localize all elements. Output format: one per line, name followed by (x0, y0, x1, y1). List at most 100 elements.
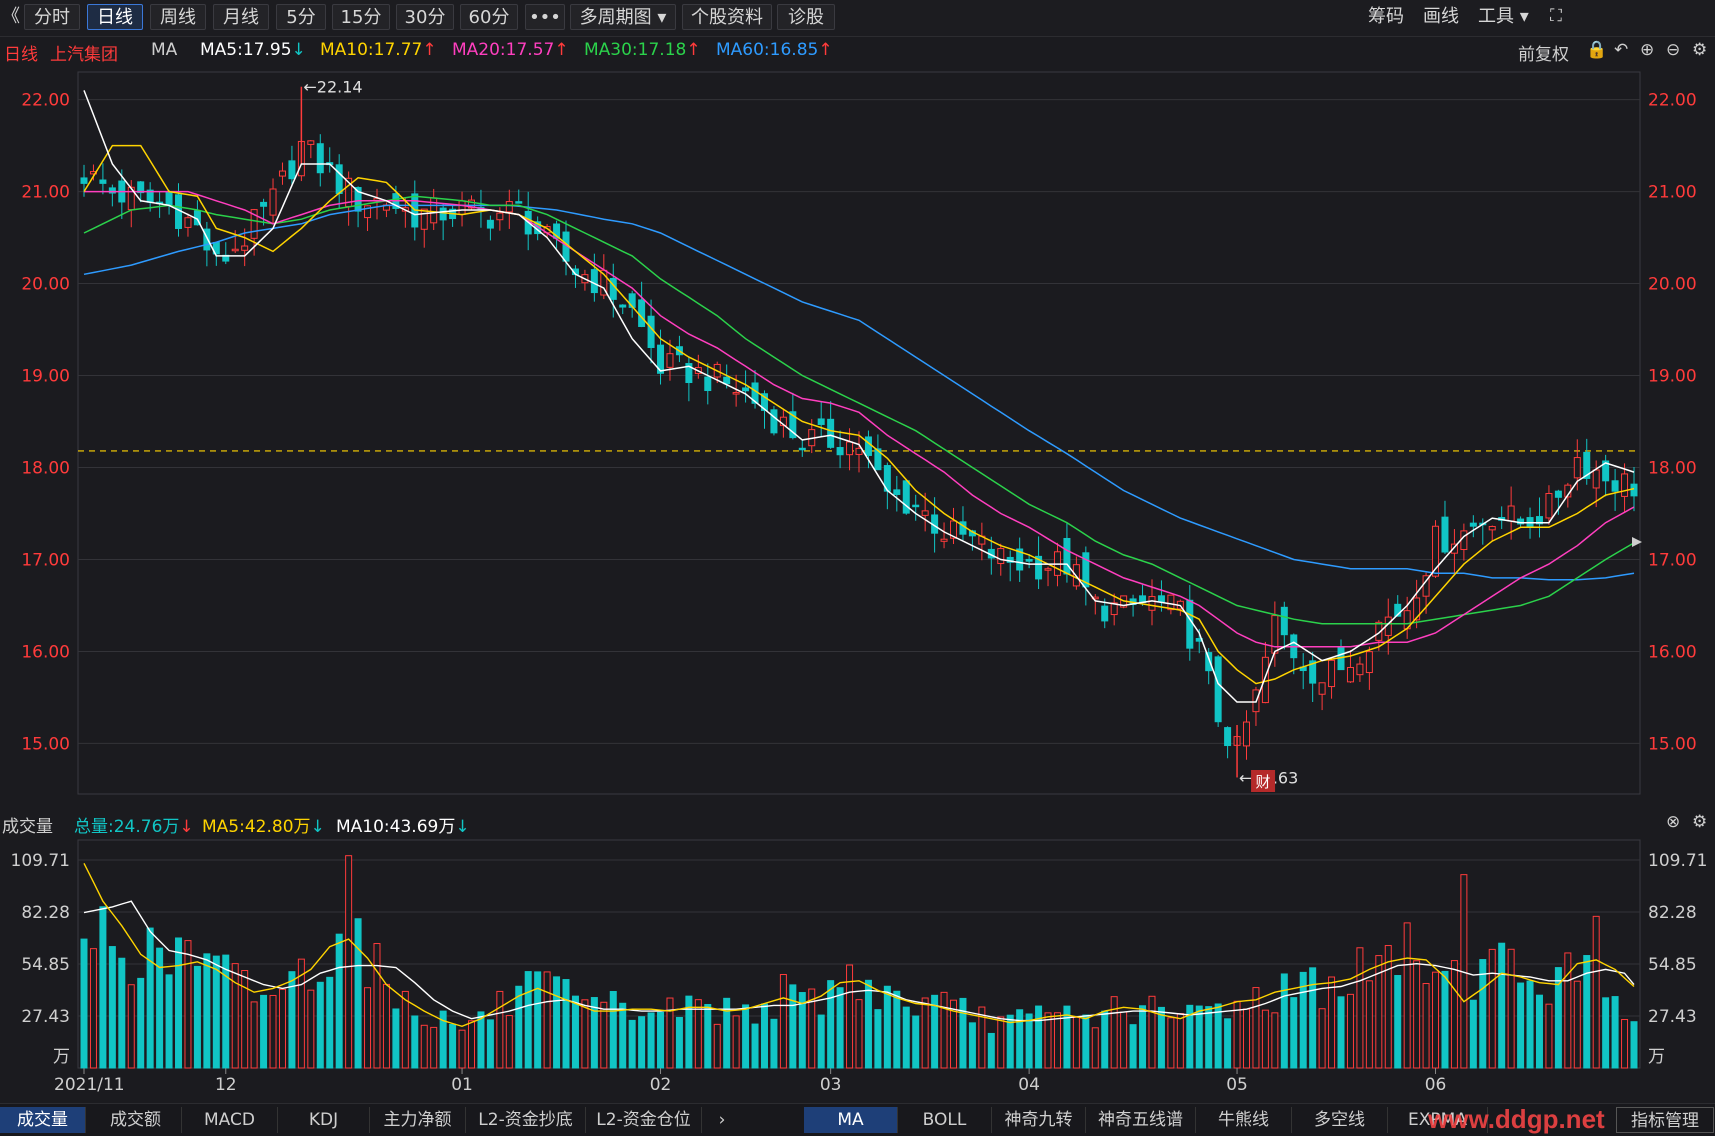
period-tab-15min[interactable]: 15分 (332, 4, 390, 30)
stock-profile-button[interactable]: 个股资料 (682, 4, 772, 30)
price-axis-label-right: 19.00 (1648, 367, 1697, 387)
candle-body (798, 447, 806, 451)
tab-nine-turn[interactable]: 神奇九转 (992, 1107, 1086, 1133)
candle-body (288, 160, 296, 180)
volume-bar (260, 994, 268, 1069)
candle-body (165, 191, 173, 206)
candle-body (1243, 721, 1250, 747)
volume-settings-gear-icon[interactable]: ⚙ (1692, 812, 1708, 832)
volume-bar (978, 1006, 986, 1069)
tools-dropdown[interactable]: 工具 ▾ (1478, 6, 1529, 27)
close-panel-icon[interactable]: ⊗ (1666, 812, 1681, 832)
price-axis-label-left: 15.00 (21, 734, 70, 754)
tab-l2-position[interactable]: L2-资金仓位 (586, 1107, 702, 1133)
price-chart[interactable]: 22.00 22.00 21.00 21.00 20.00 20.00 19.00 19.00… (0, 66, 1715, 806)
candle-body (203, 228, 211, 251)
volume-bar (193, 965, 201, 1069)
adjust-mode[interactable]: 前复权 (1518, 45, 1569, 65)
stock-name: 上汽集团 (50, 45, 118, 65)
period-tab-30min[interactable]: 30分 (396, 4, 454, 30)
tab-boll[interactable]: BOLL (898, 1107, 992, 1133)
volume-bar (685, 995, 693, 1069)
volume-bar (1356, 947, 1364, 1069)
volume-bar (1309, 967, 1317, 1069)
tab-l2-bottom-fishing[interactable]: L2-资金抄底 (466, 1107, 586, 1133)
tab-turnover[interactable]: 成交额 (90, 1107, 182, 1133)
candle-body (486, 219, 494, 229)
tab-ma[interactable]: MA (804, 1107, 898, 1133)
volume-bar (950, 999, 958, 1069)
tab-five-line[interactable]: 神奇五线谱 (1086, 1107, 1196, 1133)
volume-bar (1469, 999, 1477, 1069)
volume-bar (779, 974, 787, 1069)
tab-macd[interactable]: MACD (182, 1107, 278, 1133)
tab-expma[interactable]: EXPMA (1388, 1107, 1488, 1133)
volume-bar (1488, 948, 1496, 1069)
period-tab-60min[interactable]: 60分 (460, 4, 518, 30)
more-periods-button[interactable]: ••• (525, 4, 565, 30)
volume-bar (505, 1015, 513, 1069)
multi-period-dropdown[interactable]: 多周期图 ▾ (570, 4, 676, 30)
price-axis-label-right: 18.00 (1648, 458, 1697, 478)
candle-body (1035, 555, 1043, 580)
candle-body (846, 441, 854, 456)
indicator-name[interactable]: MA (151, 40, 178, 60)
diagnose-button[interactable]: 诊股 (777, 4, 835, 30)
volume-chart[interactable]: 109.71 109.71 82.28 82.28 54.85 54.85 27.43 27.… (0, 836, 1715, 1103)
settings-gear-icon[interactable]: ⚙ (1692, 40, 1708, 60)
volume-bar (1554, 967, 1562, 1069)
volume-axis-label-right: 109.71 (1648, 851, 1707, 871)
volume-bar (1299, 971, 1307, 1069)
candle-body (1346, 667, 1354, 683)
lock-icon[interactable]: 🔒 (1586, 40, 1608, 60)
ma20-line (84, 190, 1635, 648)
period-tab-monthly[interactable]: 月线 (213, 4, 269, 30)
candle-body (864, 436, 872, 456)
volume-bar (1592, 915, 1600, 1069)
period-tab-weekly[interactable]: 周线 (150, 4, 206, 30)
volume-bar (1224, 1018, 1232, 1069)
volume-bar (931, 994, 939, 1069)
volume-bar (1167, 1017, 1175, 1069)
candle-body (1365, 651, 1373, 674)
volume-bar (723, 997, 731, 1069)
volume-bar (1214, 1003, 1222, 1069)
chips-link[interactable]: 筹码 (1368, 6, 1404, 27)
candle-body (723, 376, 731, 385)
tab-long-short[interactable]: 多空线 (1292, 1107, 1388, 1133)
undo-icon[interactable]: ↶ (1614, 40, 1629, 60)
volume-bar (307, 989, 315, 1069)
down-arrow-icon: ↓ (291, 40, 306, 60)
period-tab-daily[interactable]: 日线 (87, 4, 143, 30)
volume-bar (675, 1016, 683, 1069)
volume-bar (600, 1001, 608, 1069)
volume-bar (1044, 1012, 1052, 1069)
ma60-value: MA60:16.85↑ (716, 40, 833, 60)
period-tab-5min[interactable]: 5分 (276, 4, 326, 30)
candle-body (789, 411, 797, 439)
tab-bull-bear[interactable]: 牛熊线 (1196, 1107, 1292, 1133)
price-plot-frame (77, 71, 1641, 795)
zoom-in-icon[interactable]: ⊕ (1640, 40, 1655, 60)
ma30-line (83, 195, 1635, 625)
candle-body (231, 248, 239, 252)
fullscreen-icon[interactable]: ⛶ (1550, 6, 1562, 26)
candle-body (108, 187, 116, 194)
tabs-scroll-right-icon[interactable]: › (718, 1110, 726, 1130)
candle-body (742, 387, 750, 392)
indicator-tab-bar: 成交量 成交额 MACD KDJ 主力净额 L2-资金抄底 L2-资金仓位 › … (0, 1103, 1715, 1136)
zoom-out-icon[interactable]: ⊖ (1666, 40, 1681, 60)
collapse-back-icon[interactable]: 《 (2, 6, 20, 27)
volume-bar (751, 1023, 759, 1069)
volume-bar (1157, 1006, 1165, 1069)
tab-main-net[interactable]: 主力净额 (370, 1107, 466, 1133)
candle-body (1507, 505, 1515, 522)
indicator-manage-button[interactable]: 指标管理 (1616, 1107, 1714, 1133)
draw-line-link[interactable]: 画线 (1423, 6, 1459, 27)
price-axis-label-right: 20.00 (1648, 275, 1697, 295)
volume-unit-left: 万 (53, 1047, 70, 1067)
candle-body (184, 217, 192, 228)
period-tab-intraday[interactable]: 分时 (24, 4, 80, 30)
tab-kdj[interactable]: KDJ (278, 1107, 370, 1133)
tab-volume[interactable]: 成交量 (0, 1107, 86, 1133)
